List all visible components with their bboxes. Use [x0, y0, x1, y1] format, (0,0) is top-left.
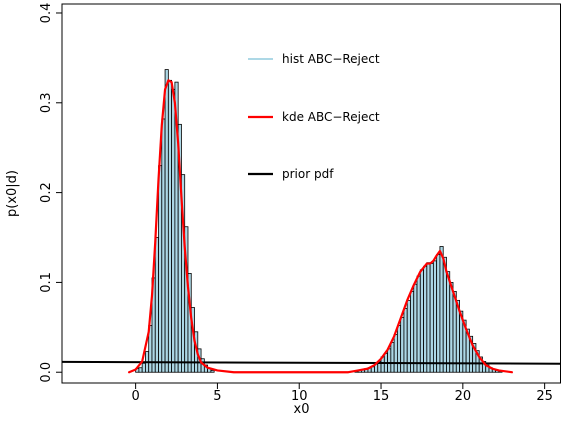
legend-label-kde: kde ABC−Reject [282, 110, 380, 124]
y-tick-label: 0.2 [39, 182, 54, 203]
histogram-bar [446, 271, 451, 373]
histogram-bar [439, 246, 444, 373]
histogram-bar [452, 290, 457, 373]
x-tick-label: 15 [373, 389, 390, 404]
histogram-bar [406, 299, 411, 373]
histogram-bar [436, 254, 441, 373]
histogram-bar [141, 362, 146, 373]
x-tick-label: 25 [536, 389, 553, 404]
x-tick-label: 20 [455, 389, 472, 404]
histogram-bar [154, 237, 159, 373]
histogram-bar [167, 79, 173, 373]
y-tick-label: 0.0 [39, 362, 54, 383]
prior-pdf-line [62, 360, 561, 365]
legend: hist ABC−Reject kde ABC−Reject prior pdf [248, 52, 380, 181]
histogram-bar [396, 325, 402, 373]
kde-line [127, 79, 514, 374]
histogram-bar [416, 275, 421, 373]
histogram-bars [135, 69, 503, 373]
histogram-bar [158, 165, 163, 373]
histogram-bar [390, 342, 395, 373]
histogram-bar [426, 262, 431, 373]
histogram-bar [164, 69, 169, 373]
axes: 0 5 10 15 20 25 0.0 0.1 0.2 0.3 0.4 x0 p(x0|d) [5, 3, 561, 417]
histogram-bar [210, 370, 215, 373]
histogram-bar [429, 263, 434, 373]
y-axis-label: p(x0|d) [5, 170, 20, 217]
histogram-bar [410, 290, 415, 373]
legend-label-prior: prior pdf [282, 167, 334, 181]
histogram-bar [171, 88, 176, 373]
histogram-bar [449, 282, 454, 373]
x-tick-label: 0 [131, 389, 139, 404]
histogram-bar [138, 367, 143, 373]
x-tick-label: 5 [213, 389, 221, 404]
histogram-bar [419, 269, 424, 373]
x-tick-label: 10 [291, 389, 308, 404]
y-tick-label: 0.3 [39, 92, 54, 113]
x-axis-label: x0 [294, 402, 310, 417]
histogram-bar [432, 260, 438, 373]
legend-label-hist: hist ABC−Reject [282, 52, 380, 66]
histogram-bar [387, 348, 392, 373]
histogram-bar [161, 118, 166, 373]
plot-area [62, 69, 561, 374]
y-tick-label: 0.1 [39, 272, 54, 293]
y-tick-label: 0.4 [39, 3, 54, 24]
histogram-bar [423, 265, 428, 373]
histogram-bar [413, 283, 418, 373]
histogram-bar [393, 334, 398, 373]
histogram-bar [442, 256, 447, 373]
